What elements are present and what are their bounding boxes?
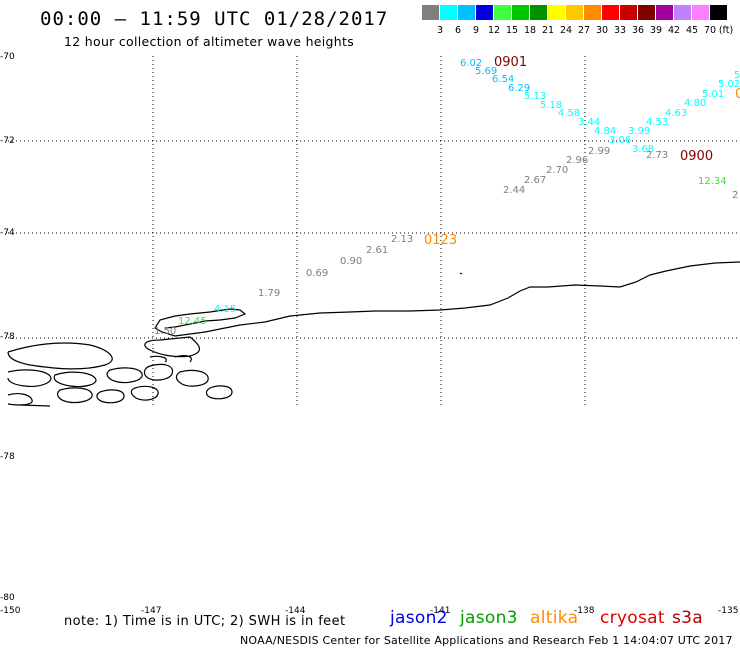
colorbar-swatch xyxy=(602,5,619,20)
colorbar-label: 45 xyxy=(685,25,699,36)
track-value: 4.58 xyxy=(558,108,580,119)
colorbar-label: 36 xyxy=(631,25,645,36)
colorbar-label: 42 xyxy=(667,25,681,36)
colorbar-label: 30 xyxy=(595,25,609,36)
colorbar-swatch xyxy=(638,5,655,20)
colorbar-swatch xyxy=(440,5,457,20)
track-value: 3.99 xyxy=(628,126,650,137)
map-subtitle: 12 hour collection of altimeter wave hei… xyxy=(64,34,355,49)
colorbar-label: 6 xyxy=(454,25,462,36)
map-grid xyxy=(8,56,740,406)
track-value: 1.50 xyxy=(154,326,176,337)
lon-label: -150 xyxy=(0,606,21,616)
track-value: 3.06 xyxy=(609,135,631,146)
colorbar-label: 12 xyxy=(487,25,501,36)
colorbar-swatch xyxy=(512,5,529,20)
track-value: 4.15 xyxy=(214,304,236,315)
track-value: 2.61 xyxy=(366,245,388,256)
track-value: 2.99 xyxy=(588,146,610,157)
colorbar-label: 21 xyxy=(541,25,555,36)
track-value: 2.70 xyxy=(546,165,568,176)
sat-legend-jason3: jason3 xyxy=(460,608,518,628)
track-values: 6.02 5.69 6.54 6.29 5.13 5.18 4.58 3.44 … xyxy=(154,58,740,337)
colorbar-label: 39 xyxy=(649,25,663,36)
lon-label: -141 xyxy=(430,606,451,616)
colorbar-swatch xyxy=(458,5,475,20)
footer-credit: NOAA/NESDIS Center for Satellite Applica… xyxy=(240,634,733,647)
track-value: 5.18 xyxy=(540,100,562,111)
colorbar-label: 33 xyxy=(613,25,627,36)
footer-note: note: 1) Time is in UTC; 2) SWH is in fe… xyxy=(64,614,346,629)
track-value: 0.90 xyxy=(340,256,362,267)
track-value: 3.68 xyxy=(632,144,654,155)
colorbar-label: 27 xyxy=(577,25,591,36)
track-value: 0.69 xyxy=(306,268,328,279)
colorbar-swatch xyxy=(494,5,511,20)
lat-label: -78 xyxy=(0,332,15,342)
track-value: 12.34 xyxy=(698,176,727,187)
track-value: 5.13 xyxy=(524,91,546,102)
track-value: 5.69 xyxy=(475,66,497,77)
lat-label: -72 xyxy=(0,136,15,146)
track-value: 4.63 xyxy=(665,108,687,119)
colorbar-label: 3 xyxy=(436,25,444,36)
time-mark: 0123 xyxy=(424,233,457,248)
track-value: 3.44 xyxy=(578,117,600,128)
lon-label: -135 xyxy=(718,606,739,616)
colorbar-swatch xyxy=(548,5,565,20)
track-value: 2.67 xyxy=(524,175,546,186)
track-value: 12.45 xyxy=(178,316,207,327)
track-value: 2 xyxy=(732,190,738,201)
track-value: 5 xyxy=(734,70,740,81)
lon-label: -144 xyxy=(285,606,306,616)
time-mark: 0901 xyxy=(494,55,527,70)
lat-label: -74 xyxy=(0,228,15,238)
track-value: 2.13 xyxy=(391,234,413,245)
sat-legend-altika: altika xyxy=(530,608,579,628)
colorbar-swatch xyxy=(476,5,493,20)
colorbar-swatch xyxy=(584,5,601,20)
track-value: 6.54 xyxy=(492,74,514,85)
track-value: 2.44 xyxy=(503,185,525,196)
track-value: 4.80 xyxy=(684,98,706,109)
track-value: 6.02 xyxy=(460,58,482,69)
sat-legend-jason2: jason2 xyxy=(390,608,448,628)
track-value: 5.01 xyxy=(702,89,724,100)
track-value: 5.02 xyxy=(718,79,740,90)
time-marks: 0901 0900 0123 0 xyxy=(424,55,740,248)
colorbar-label: 9 xyxy=(472,25,480,36)
colorbar-swatch xyxy=(674,5,691,20)
lat-label: -80 xyxy=(0,593,15,603)
sat-legend-cryosat: cryosat xyxy=(600,608,665,628)
track-value: 4.53 xyxy=(646,117,668,128)
time-mark: 0 xyxy=(735,87,740,102)
track-value: 6.29 xyxy=(508,83,530,94)
colorbar-swatch xyxy=(566,5,583,20)
colorbar-swatch xyxy=(656,5,673,20)
lon-label: -138 xyxy=(574,606,595,616)
time-mark: 0900 xyxy=(680,149,713,164)
coastline xyxy=(7,261,740,407)
track-value: 2.73 xyxy=(646,150,668,161)
colorbar-swatch xyxy=(530,5,547,20)
colorbar-swatch xyxy=(422,5,439,20)
map-title: 00:00 – 11:59 UTC 01/28/2017 xyxy=(40,8,389,30)
track-value: 1.79 xyxy=(258,288,280,299)
colorbar-swatch xyxy=(692,5,709,20)
colorbar-label: 18 xyxy=(523,25,537,36)
lon-label: -147 xyxy=(141,606,162,616)
colorbar-swatch xyxy=(620,5,637,20)
colorbar-label: 70 xyxy=(703,25,717,36)
track-value: 2.96 xyxy=(566,155,588,166)
track-value: 4.84 xyxy=(594,126,616,137)
colorbar-label: 24 xyxy=(559,25,573,36)
sat-legend-s3a: s3a xyxy=(672,608,703,628)
colorbar-label: 15 xyxy=(505,25,519,36)
lat-label: -70 xyxy=(0,52,15,62)
lat-label: -78 xyxy=(0,452,15,462)
colorbar-unit: (ft) xyxy=(718,25,734,36)
colorbar-swatch xyxy=(710,5,727,20)
